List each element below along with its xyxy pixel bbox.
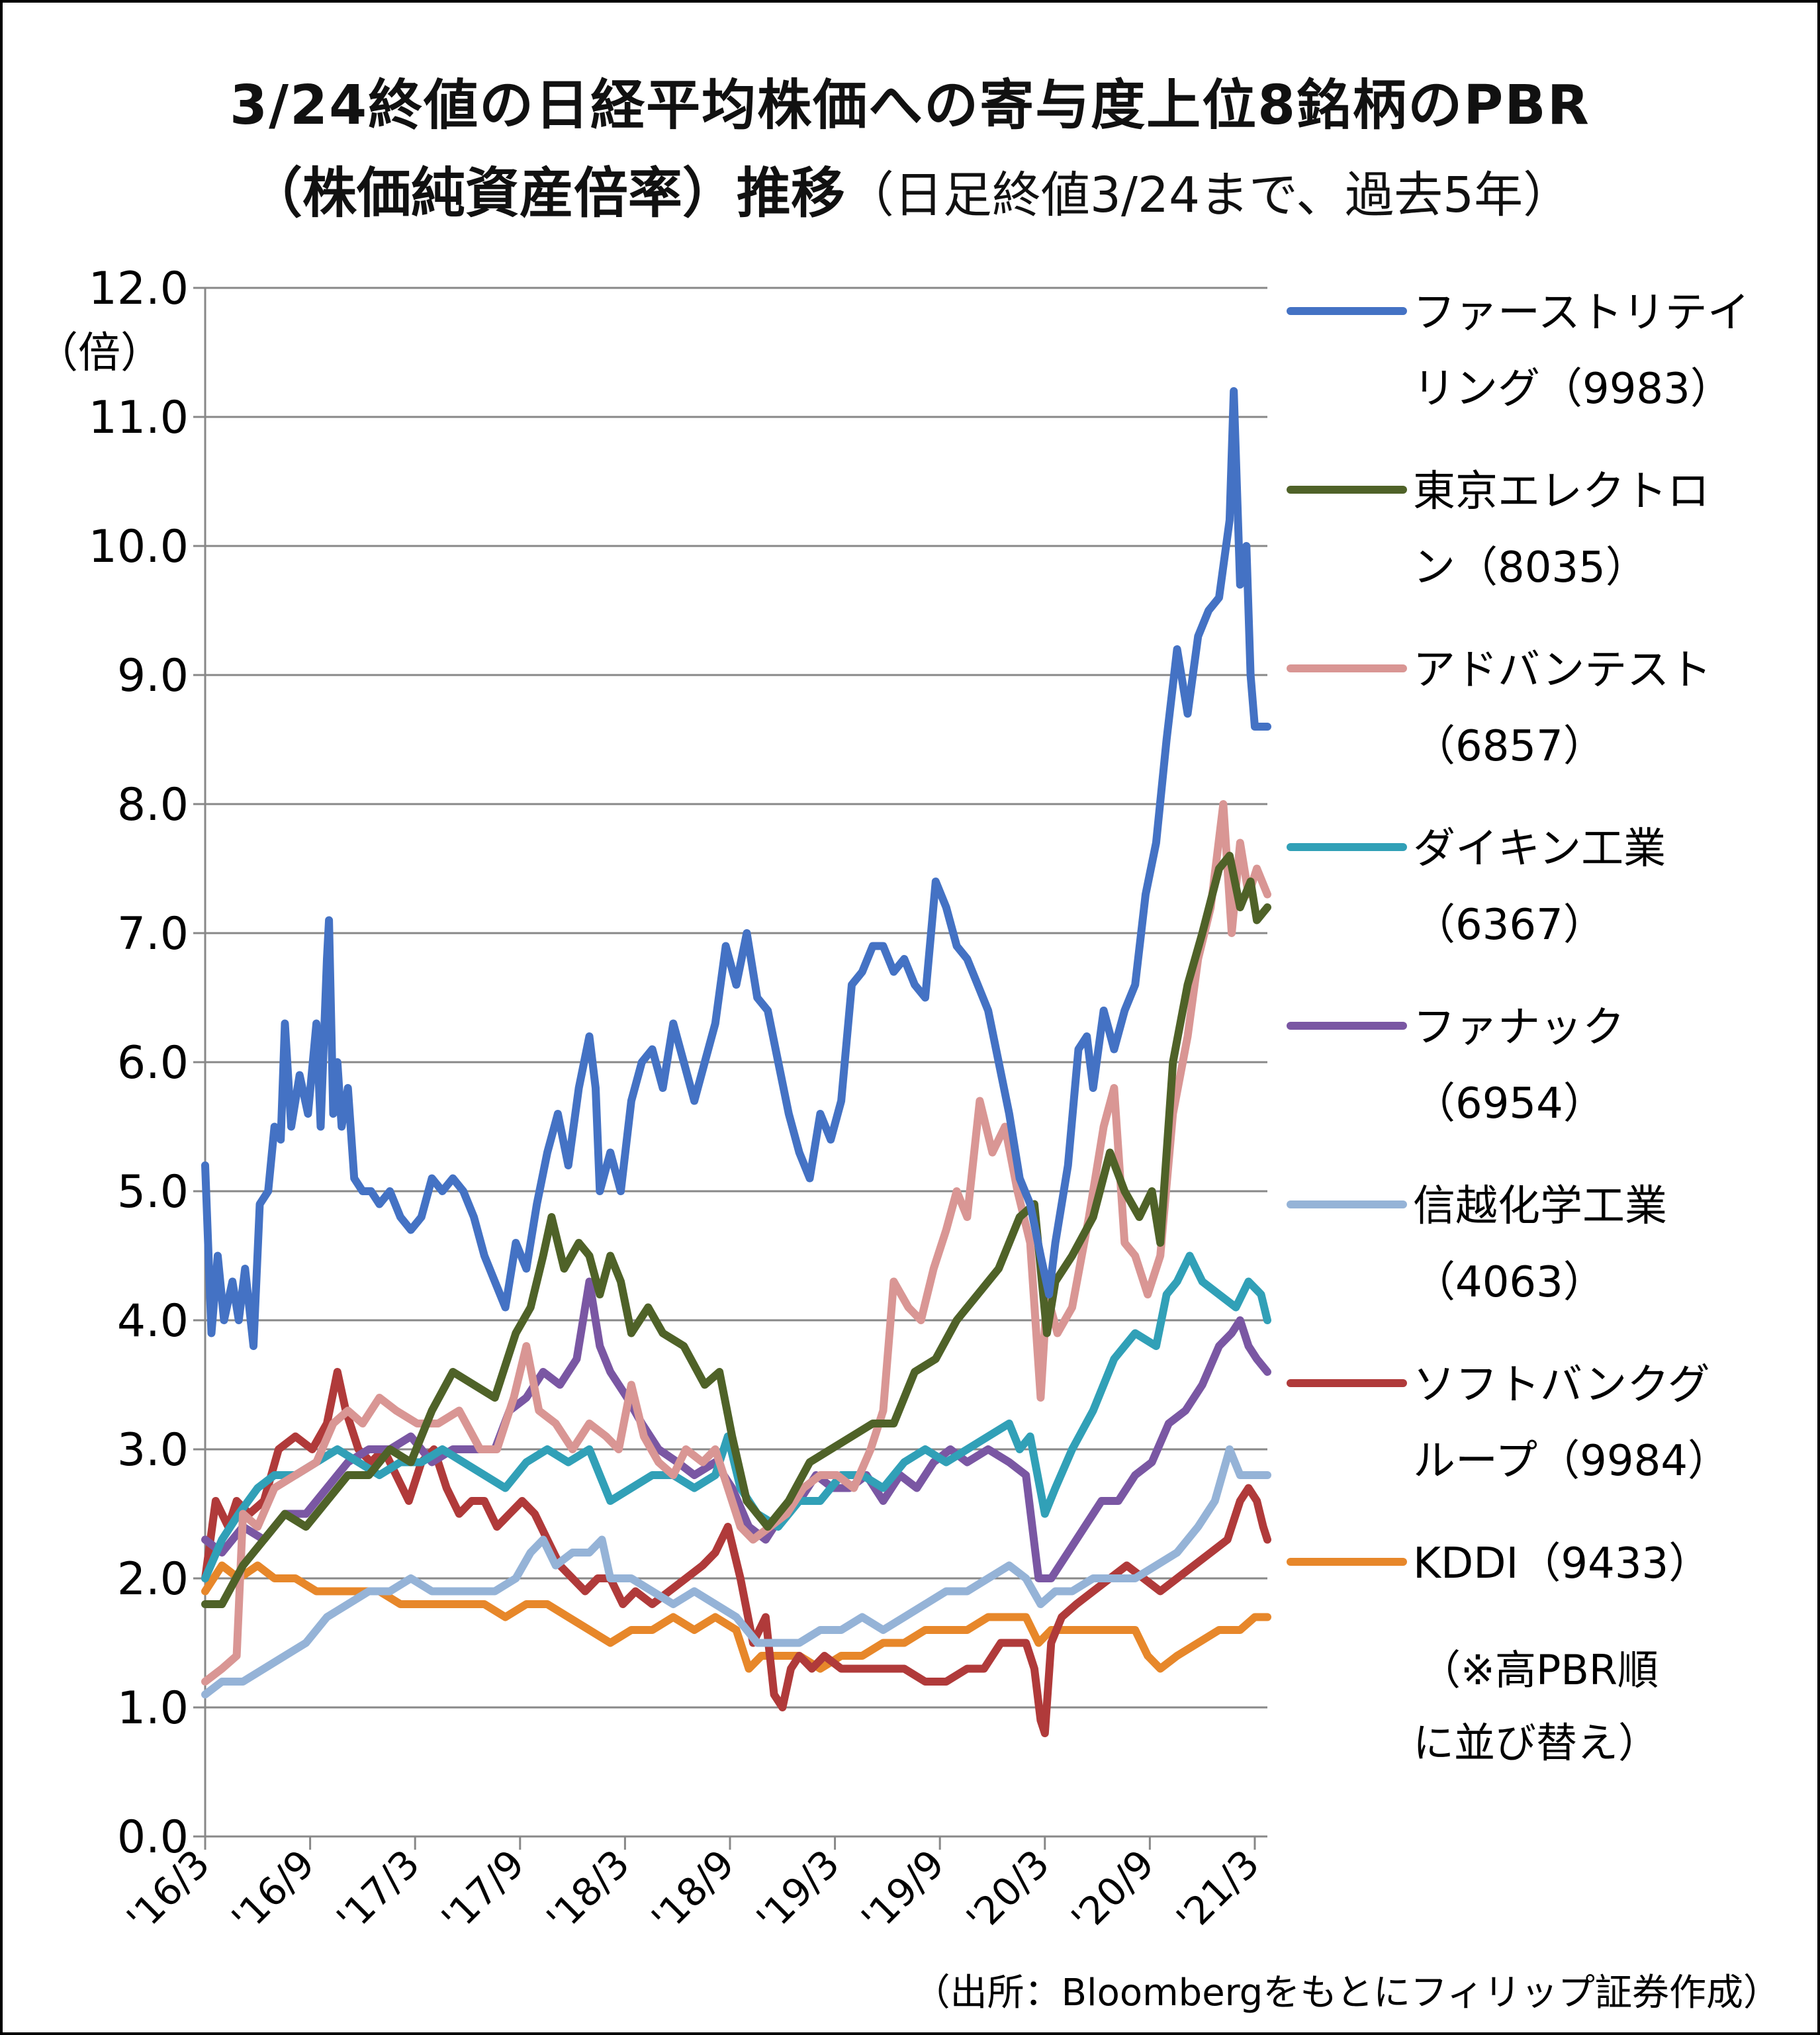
legend-label: リング（9983）	[1413, 365, 1733, 414]
y-tick-label: 0.0	[117, 1811, 189, 1864]
legend-label: （6954）	[1413, 1079, 1606, 1128]
x-tick-label: '18/3	[538, 1841, 638, 1941]
legend-label: ループ（9984）	[1413, 1437, 1730, 1486]
y-tick-label: 11.0	[89, 392, 189, 444]
legend-note-line2: に並び替え）	[1413, 1719, 1659, 1767]
x-tick-label: '17/3	[328, 1841, 428, 1941]
x-axis: '16/3'16/9'17/3'17/9'18/3'18/9'19/3'19/9…	[118, 1835, 1268, 1941]
x-tick-label: '18/9	[643, 1841, 743, 1941]
legend-label: ファナック	[1413, 1003, 1625, 1052]
series-line	[201, 852, 1271, 1608]
y-tick-label: 8.0	[117, 779, 189, 831]
x-tick-label: '20/3	[958, 1841, 1058, 1941]
y-tick-label: 12.0	[89, 263, 189, 315]
legend-note-line1: （※高PBR順	[1420, 1646, 1659, 1694]
x-tick-label: '20/9	[1063, 1841, 1163, 1941]
y-axis-label: （倍）	[36, 329, 163, 378]
y-tick-label: 1.0	[117, 1682, 189, 1735]
legend-label: ダイキン工業	[1413, 825, 1666, 874]
series-line	[201, 800, 1271, 1686]
chart-subtitle: （株価純資産倍率）推移（日足終値3/24まで、過去5年）	[0, 149, 1820, 228]
y-tick-label: 2.0	[117, 1553, 189, 1605]
legend-label: （6367）	[1413, 901, 1606, 950]
legend-label: ン（8035）	[1413, 543, 1648, 592]
series-line	[201, 1251, 1271, 1582]
legend-label: 信越化学工業	[1413, 1182, 1667, 1231]
series-line	[201, 1277, 1271, 1582]
legend-label: ファーストリテイ	[1413, 289, 1750, 338]
x-tick-label: '17/9	[433, 1841, 533, 1941]
subtitle-main: （株価純資産倍率）推移	[248, 162, 845, 225]
legend-label: KDDI（9433）	[1413, 1539, 1711, 1588]
legend-label: 東京エレクトロ	[1413, 467, 1709, 516]
x-tick-label: '19/9	[853, 1841, 953, 1941]
legend-label: アドバンテスト	[1413, 646, 1711, 695]
legend-label: （4063）	[1413, 1258, 1606, 1307]
legend-label: ソフトバンクグ	[1413, 1361, 1710, 1410]
y-tick-label: 10.0	[89, 521, 189, 573]
y-tick-label: 3.0	[117, 1424, 189, 1476]
series-line	[201, 1445, 1271, 1699]
chart-title: 3/24終値の日経平均株価への寄与度上位8銘柄のPBR	[230, 74, 1590, 137]
legend-label: （6857）	[1413, 722, 1606, 771]
y-tick-label: 7.0	[117, 908, 189, 960]
series-line	[201, 387, 1271, 1350]
x-tick-label: '16/9	[223, 1841, 323, 1941]
series-lines	[201, 387, 1271, 1737]
y-tick-label: 6.0	[117, 1037, 189, 1089]
series-line	[201, 1368, 1271, 1737]
y-axis: 0.0 1.0 2.0 3.0 4.0 5.0 6.0 7.0 8.0 9.0 10.0 11.0 12…	[89, 263, 206, 1864]
x-tick-label: '21/3	[1167, 1841, 1267, 1941]
source-note: （出所：Bloombergをもとにフィリップ証券作成）	[913, 1971, 1780, 2014]
y-tick-label: 5.0	[117, 1166, 189, 1218]
y-tick-label: 4.0	[117, 1295, 189, 1347]
x-tick-label: '19/3	[748, 1841, 848, 1941]
y-tick-label: 9.0	[117, 650, 189, 702]
subtitle-sub: （日足終値3/24まで、過去5年）	[844, 167, 1572, 224]
